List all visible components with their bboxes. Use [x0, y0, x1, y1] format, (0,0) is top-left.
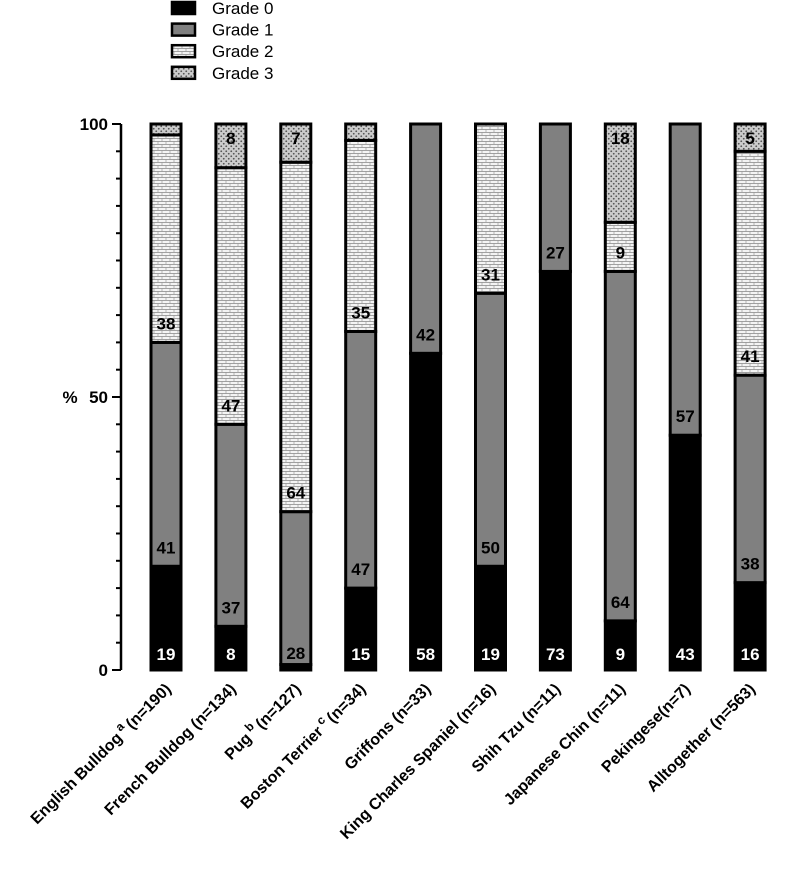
axes: 0 50 100% — [62, 115, 123, 680]
legend-label: Grade 2 — [212, 42, 273, 61]
bar-segment-grade-1 — [603, 269, 637, 623]
data-label: 7 — [291, 129, 300, 148]
bar-segment-grade-2 — [279, 160, 313, 514]
bar-segment-grade-1 — [214, 422, 248, 628]
y-tick-label: 100 — [80, 115, 108, 134]
bar-stack: 15 47 35 — [344, 122, 378, 672]
bar-segment-grade-1 — [474, 291, 507, 568]
data-label: 42 — [416, 325, 435, 344]
bar-stack: 8 37 47 8 — [214, 122, 248, 672]
data-label: 5 — [745, 129, 754, 148]
bar-segment-grade-1 — [279, 510, 313, 667]
bar-segment-grade-2 — [149, 133, 183, 344]
legend-swatch — [170, 0, 197, 16]
data-label: 38 — [741, 555, 760, 574]
data-label: 9 — [616, 645, 625, 664]
x-tick-labels: English Bulldoga(n=190)French Bulldog (n… — [24, 677, 759, 843]
data-label: 37 — [221, 598, 240, 617]
bar-segment-grade-1 — [409, 122, 443, 355]
data-label: 57 — [676, 407, 695, 426]
data-label: 41 — [157, 538, 176, 557]
data-label: 9 — [616, 243, 625, 262]
bar-segment-grade-3 — [344, 122, 378, 142]
bar-segment-grade-3 — [733, 122, 767, 153]
bar-segment-grade-1 — [149, 340, 183, 568]
x-tick-label: French Bulldog (n=134) — [102, 681, 240, 819]
data-label: 41 — [741, 347, 760, 366]
bar-stack: 43 57 — [668, 122, 702, 672]
bar-segment-grade-1 — [668, 122, 702, 437]
bar-segment-grade-2 — [474, 122, 507, 295]
bar-stack: 9 64 9 18 — [603, 122, 637, 672]
data-label: 28 — [286, 644, 305, 663]
data-label: 27 — [546, 243, 565, 262]
data-label: 35 — [351, 303, 370, 322]
bar-segment-grade-2 — [344, 138, 378, 333]
x-tick-label: Japanese Chin (n=11) — [501, 681, 629, 809]
data-label: 73 — [546, 645, 565, 664]
data-label: 8 — [226, 129, 235, 148]
bar-stack: 73 27 — [538, 122, 572, 672]
data-label: 47 — [221, 396, 240, 415]
y-tick-label: 0 — [99, 661, 108, 680]
bar-segment-grade-0 — [668, 433, 702, 672]
x-tick-label: Boston Terrierc(n=34) — [234, 677, 369, 812]
legend-label: Grade 1 — [212, 21, 273, 40]
bar-stack: 58 42 — [409, 122, 443, 672]
data-label: 31 — [481, 265, 500, 284]
data-label: 58 — [416, 645, 435, 664]
bar-stack: 16 38 41 5 — [733, 122, 767, 672]
data-label: 18 — [611, 129, 630, 148]
bar-stack: 19 41 38 — [149, 122, 183, 672]
bar-segment-grade-2 — [214, 166, 248, 426]
bar-segment-grade-3 — [214, 122, 248, 170]
legend-swatch — [170, 43, 197, 59]
legend-swatch — [170, 22, 197, 37]
bar-segment-grade-1 — [344, 329, 378, 590]
bar-segment-grade-0 — [409, 351, 443, 672]
bar-segment-grade-3 — [149, 122, 183, 137]
bar-segment-grade-3 — [603, 122, 637, 224]
x-tick-label: English Bulldoga(n=190) — [24, 677, 175, 828]
bar-segment-grade-2 — [733, 149, 767, 377]
data-label: 15 — [351, 645, 370, 664]
bar-stack: 28 64 7 — [279, 122, 313, 672]
data-label: 43 — [676, 645, 695, 664]
data-label: 64 — [611, 593, 630, 612]
data-label: 16 — [741, 645, 760, 664]
bars: 19 41 38 8 37 47 8 28 64 7 15 47 35 58 42 19 50 31 73 27 9 64… — [149, 122, 767, 672]
bar-segment-grade-0 — [149, 564, 183, 672]
bar-segment-grade-0 — [603, 619, 637, 672]
x-tick-label: Alltogether (n=563) — [644, 681, 759, 796]
bar-segment-grade-1 — [733, 373, 767, 585]
data-label: 64 — [286, 484, 305, 503]
legend: Grade 0 Grade 1 Grade 2 Grade 3 — [170, 0, 273, 83]
data-label: 38 — [157, 314, 176, 333]
bar-segment-grade-0 — [733, 581, 767, 672]
legend-label: Grade 3 — [212, 64, 273, 83]
data-label: 47 — [351, 560, 370, 579]
legend-label: Grade 0 — [212, 0, 273, 18]
bar-segment-grade-3 — [279, 122, 313, 164]
data-label: 19 — [157, 645, 176, 664]
data-label: 50 — [481, 538, 500, 557]
data-label: 8 — [226, 645, 235, 664]
bar-segment-grade-1 — [538, 122, 572, 273]
legend-swatch — [170, 65, 197, 81]
bar-segment-grade-0 — [538, 269, 572, 672]
y-axis-label: % — [62, 388, 77, 407]
data-label: 19 — [481, 645, 500, 664]
y-tick-label: 50 — [89, 388, 108, 407]
bar-segment-grade-2 — [603, 220, 637, 273]
bar-stack: 19 50 31 — [474, 122, 507, 672]
